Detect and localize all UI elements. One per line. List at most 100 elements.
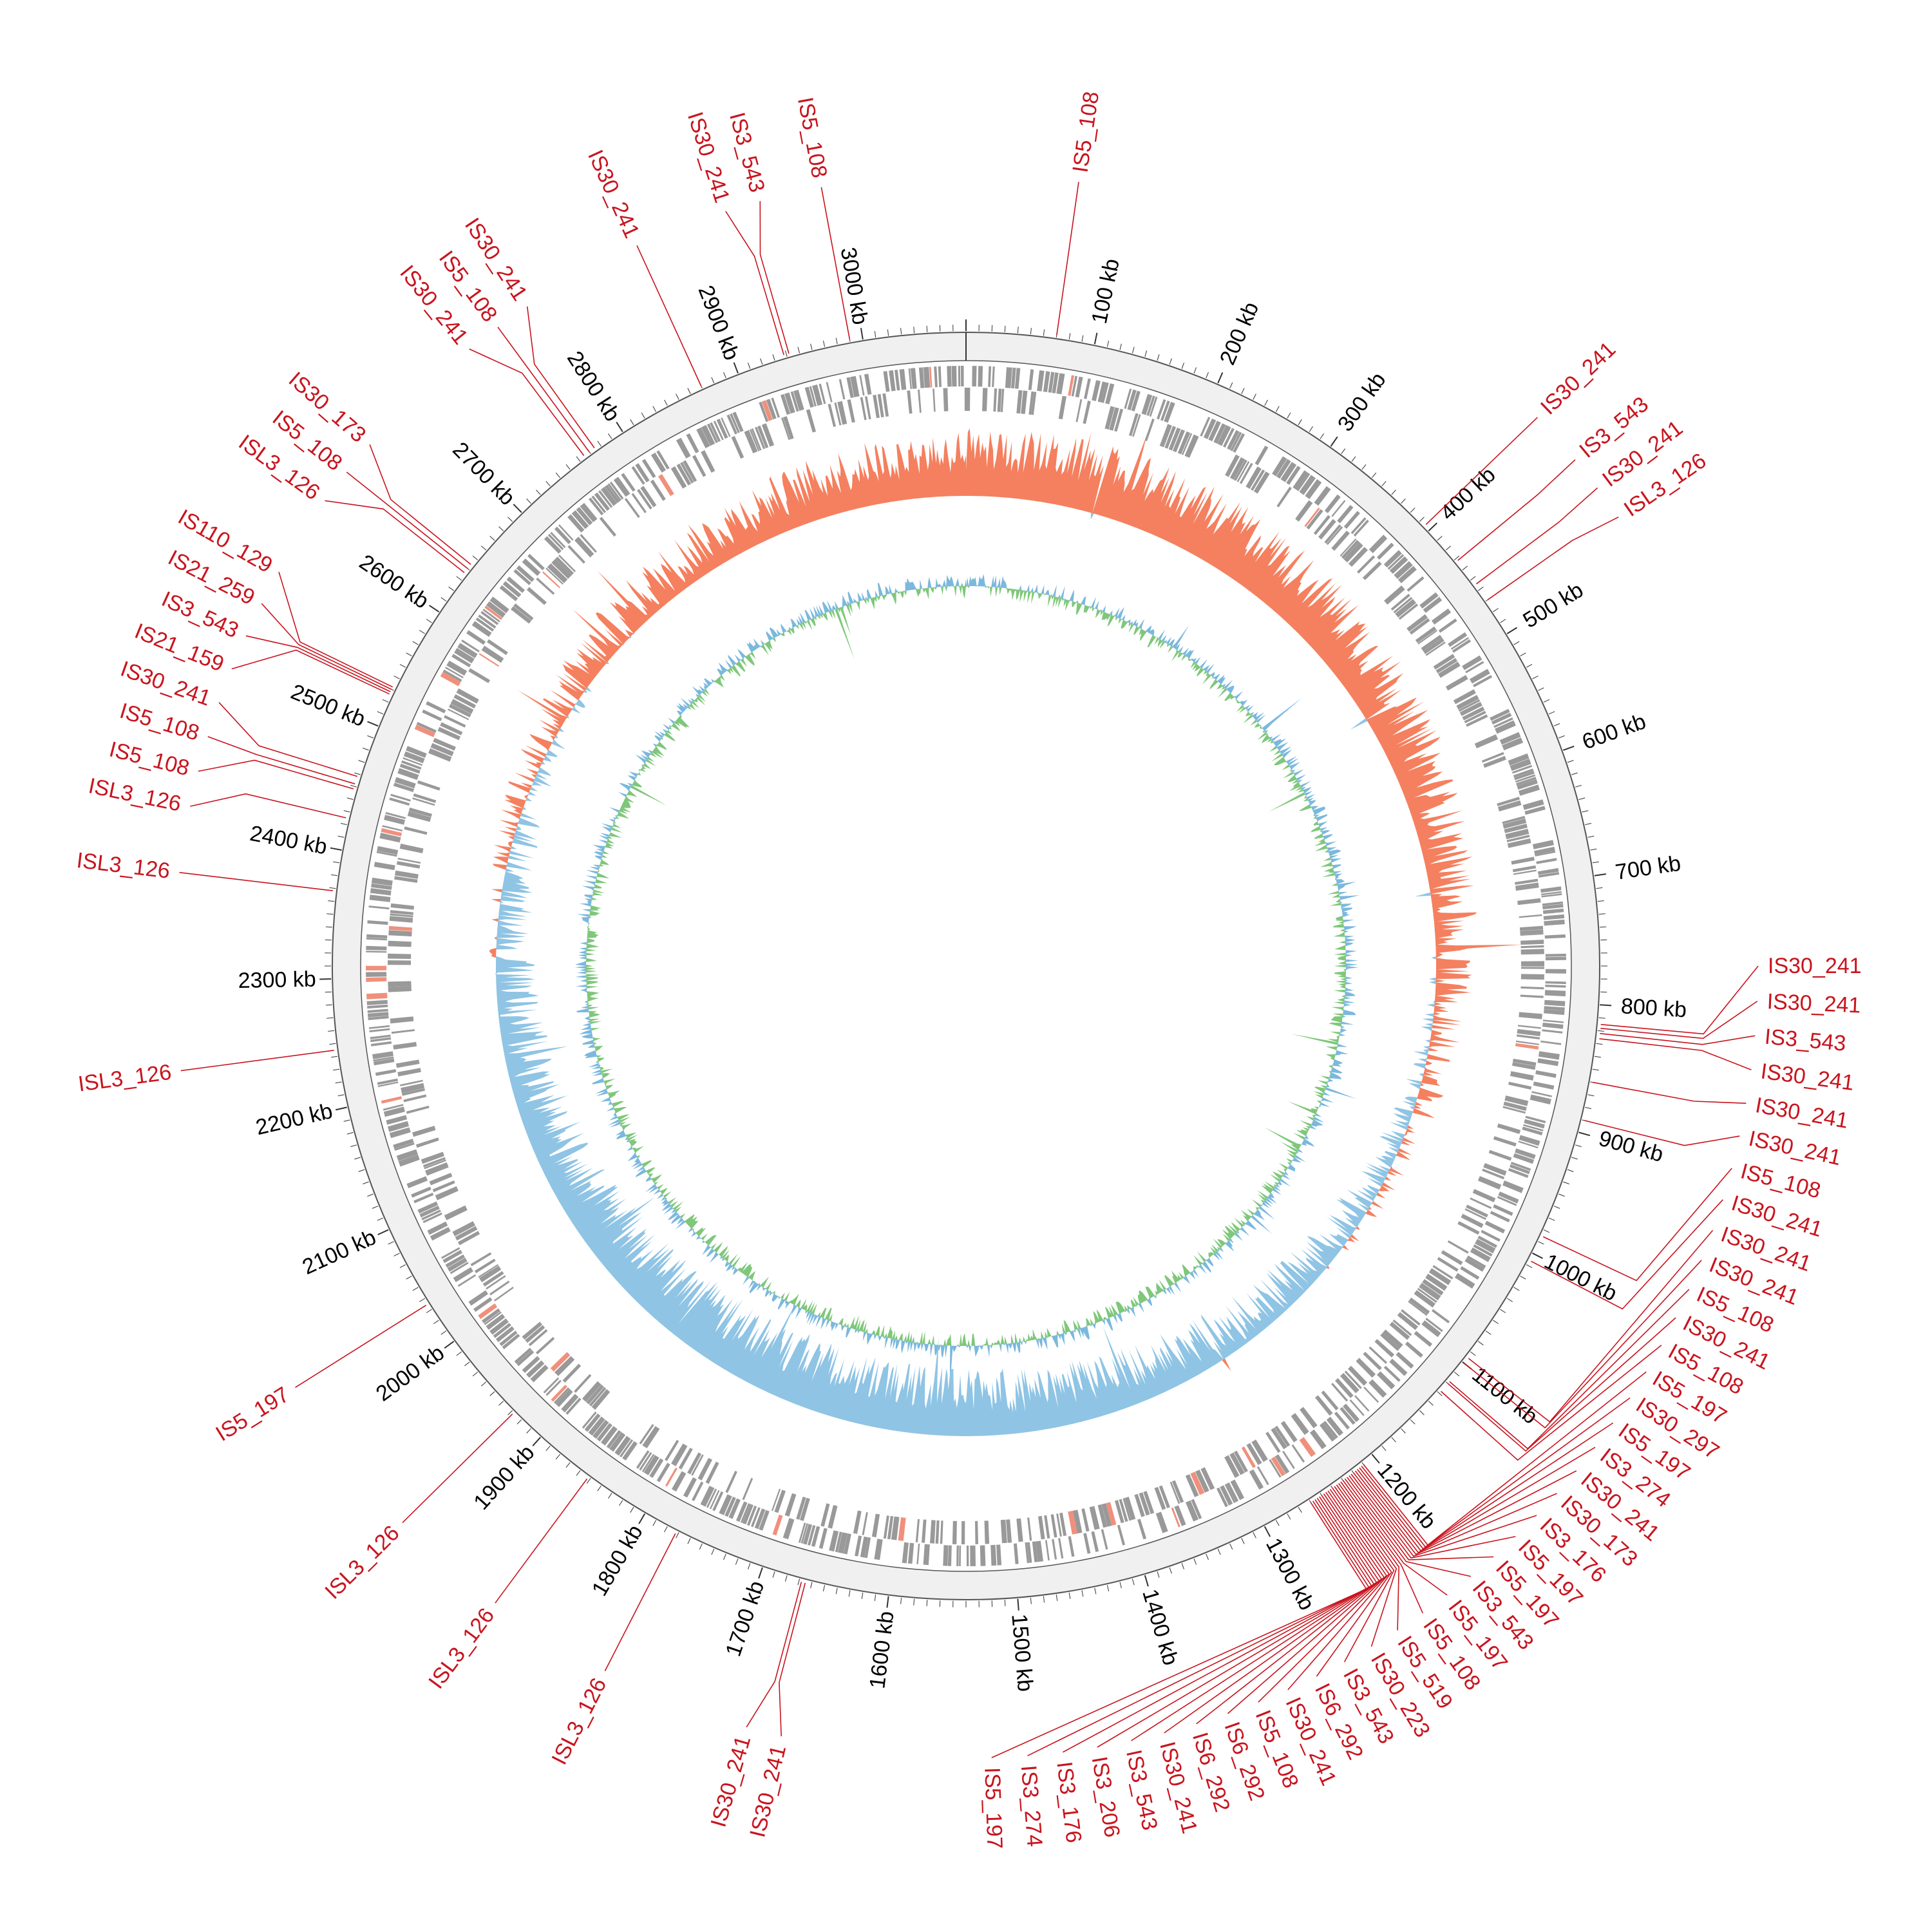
cds-feature bbox=[1422, 1279, 1444, 1296]
cds-feature bbox=[754, 1508, 766, 1530]
cds-feature bbox=[871, 1513, 880, 1538]
is-callout-line bbox=[190, 793, 346, 819]
blast-gap bbox=[729, 721, 764, 757]
minor-tick bbox=[545, 480, 551, 487]
is-callout-line bbox=[469, 348, 585, 456]
minor-tick bbox=[333, 1068, 340, 1071]
minor-tick bbox=[784, 350, 788, 357]
cds-feature bbox=[887, 1516, 894, 1540]
cds-feature bbox=[1520, 945, 1544, 949]
blast-gap bbox=[736, 1181, 770, 1217]
cds-feature bbox=[1343, 511, 1360, 529]
cds-feature bbox=[1438, 618, 1457, 633]
cds-feature bbox=[374, 862, 395, 871]
cds-feature bbox=[513, 569, 531, 585]
is-callout-line bbox=[295, 1305, 427, 1388]
minor-tick bbox=[565, 1462, 571, 1468]
cds-feature bbox=[388, 1121, 410, 1132]
minor-tick bbox=[1594, 1056, 1601, 1058]
cds-feature bbox=[396, 861, 421, 869]
minor-tick bbox=[1520, 1275, 1526, 1280]
minor-tick bbox=[472, 1372, 478, 1377]
is-callout-line bbox=[1131, 1496, 1378, 1741]
cds-feature bbox=[545, 1379, 562, 1396]
major-tick bbox=[1428, 522, 1437, 532]
cds-feature bbox=[1058, 1538, 1064, 1559]
minor-tick bbox=[861, 1592, 864, 1599]
minor-tick bbox=[1582, 810, 1589, 813]
cds-feature bbox=[1068, 1510, 1077, 1535]
is-callout-line bbox=[1447, 1317, 1676, 1452]
cds-feature bbox=[1059, 1512, 1067, 1537]
minor-tick bbox=[822, 340, 826, 347]
cds-feature bbox=[1510, 1164, 1530, 1175]
cds-feature bbox=[1213, 423, 1226, 444]
cds-feature bbox=[1438, 661, 1461, 678]
cds-feature bbox=[1508, 1081, 1532, 1090]
cds-feature bbox=[547, 563, 568, 583]
cds-feature bbox=[930, 1520, 936, 1544]
cds-feature bbox=[430, 1227, 451, 1241]
cds-feature bbox=[1324, 494, 1341, 513]
cds-feature bbox=[1299, 475, 1316, 495]
minor-tick bbox=[748, 363, 751, 369]
cds-feature bbox=[862, 1512, 868, 1535]
cds-feature bbox=[1495, 720, 1516, 734]
cds-feature bbox=[978, 366, 983, 387]
minor-tick bbox=[619, 1500, 623, 1506]
cds-feature bbox=[457, 1274, 477, 1287]
cds-feature bbox=[1462, 706, 1485, 721]
cds-feature bbox=[1000, 1519, 1007, 1544]
cds-feature bbox=[424, 1159, 446, 1170]
cds-feature bbox=[952, 1520, 957, 1544]
cds-feature bbox=[1075, 399, 1083, 422]
scale-tick-label: 100 kb bbox=[1087, 256, 1124, 326]
major-tick bbox=[1371, 1454, 1380, 1464]
cds-feature bbox=[1340, 1406, 1356, 1425]
cds-feature bbox=[1016, 1518, 1023, 1542]
cds-feature bbox=[466, 630, 486, 645]
cds-feature bbox=[395, 1059, 420, 1068]
blast-gap bbox=[1109, 670, 1133, 712]
cds-feature bbox=[373, 1058, 395, 1066]
minor-tick bbox=[1068, 1592, 1071, 1599]
is-callout-line bbox=[1593, 1081, 1747, 1104]
cds-feature bbox=[1517, 1025, 1541, 1029]
cds-feature bbox=[440, 722, 463, 735]
cds-feature bbox=[365, 965, 386, 971]
cds-feature bbox=[1271, 1427, 1287, 1450]
cds-feature bbox=[1511, 857, 1535, 865]
cds-feature bbox=[864, 396, 871, 420]
cds-feature bbox=[1414, 1290, 1435, 1308]
minor-tick bbox=[1193, 367, 1197, 374]
major-tick bbox=[1594, 873, 1606, 876]
minor-tick bbox=[412, 641, 419, 645]
minor-tick bbox=[1575, 784, 1582, 788]
cds-feature bbox=[820, 1503, 830, 1527]
cds-feature bbox=[1457, 1221, 1480, 1235]
cds-feature bbox=[607, 483, 621, 502]
cds-feature bbox=[683, 1477, 697, 1498]
minor-tick bbox=[822, 1585, 826, 1592]
major-tick bbox=[1531, 1252, 1543, 1259]
cds-feature bbox=[1507, 838, 1531, 848]
is-element-label: IS5_197 bbox=[980, 1767, 1007, 1850]
cds-feature bbox=[1075, 376, 1083, 398]
cds-feature bbox=[838, 379, 846, 400]
minor-tick bbox=[784, 1575, 788, 1582]
cds-feature bbox=[1502, 1180, 1524, 1193]
is-callout-line bbox=[1227, 1492, 1385, 1714]
cds-feature bbox=[1462, 655, 1482, 670]
cds-feature bbox=[1431, 608, 1452, 625]
cds-feature bbox=[637, 489, 652, 510]
gc-content-below bbox=[586, 586, 1346, 1346]
cds-feature bbox=[437, 726, 461, 741]
minor-tick bbox=[1592, 1068, 1599, 1071]
minor-tick bbox=[1597, 1030, 1604, 1032]
cds-feature bbox=[1435, 658, 1458, 674]
cds-feature bbox=[484, 1311, 502, 1325]
cds-feature bbox=[558, 524, 574, 541]
cds-feature bbox=[982, 388, 988, 412]
minor-tick bbox=[900, 1597, 902, 1604]
cds-feature bbox=[650, 452, 666, 473]
